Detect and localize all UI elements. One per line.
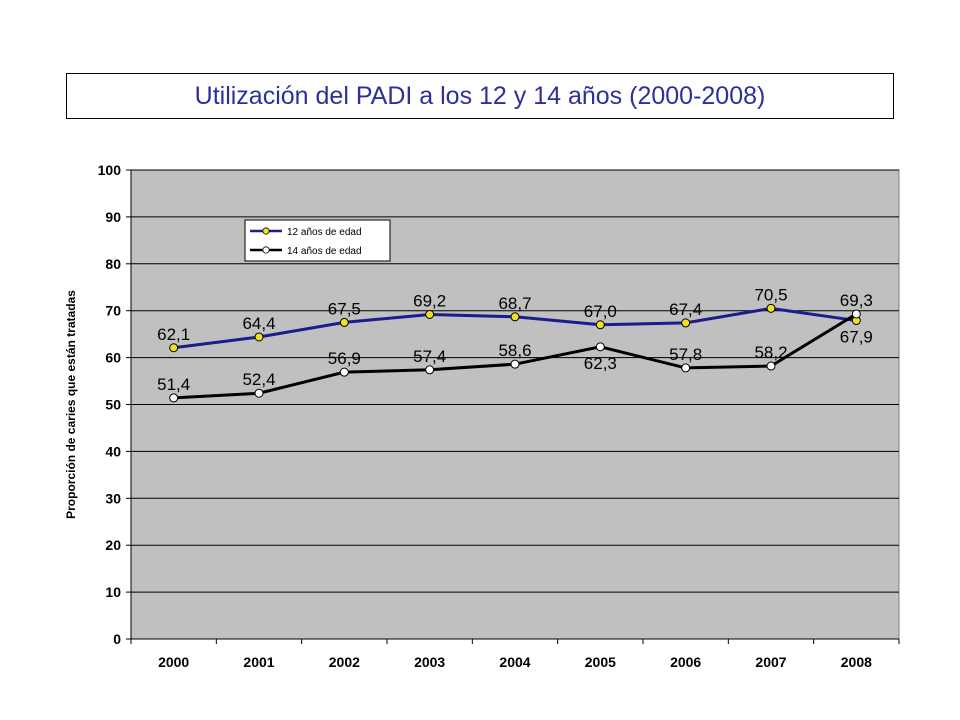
y-tick-label: 60 bbox=[105, 350, 121, 366]
y-tick-label: 90 bbox=[105, 209, 121, 225]
data-point bbox=[425, 365, 435, 375]
x-tick-label: 2003 bbox=[414, 654, 445, 670]
data-label: 57,4 bbox=[413, 347, 446, 366]
data-label: 56,9 bbox=[328, 349, 361, 368]
legend-marker bbox=[262, 227, 270, 235]
data-label: 62,1 bbox=[157, 325, 190, 344]
data-label: 70,5 bbox=[754, 285, 787, 304]
data-point bbox=[425, 309, 435, 319]
y-tick-label: 50 bbox=[105, 397, 121, 413]
data-label: 67,0 bbox=[584, 302, 617, 321]
series-12: 62,1 64,4 67,5 69,2 68,7 67,0 67,4 70,5 67,9 bbox=[157, 285, 873, 353]
x-tick-label: 2001 bbox=[243, 654, 274, 670]
x-tick-label: 2004 bbox=[499, 654, 530, 670]
y-tick-label: 30 bbox=[105, 490, 121, 506]
legend-label: 12 años de edad bbox=[287, 227, 362, 238]
legend-label: 14 años de edad bbox=[287, 246, 362, 257]
data-label: 62,3 bbox=[584, 354, 617, 373]
data-point bbox=[681, 318, 691, 328]
data-point bbox=[681, 363, 691, 373]
data-point bbox=[510, 312, 520, 322]
data-label: 58,2 bbox=[754, 343, 787, 362]
x-axis-ticks: 2000 2001 2002 2003 2004 2005 2006 2007 2008 bbox=[130, 170, 900, 670]
series-14: 51,4 52,4 56,9 57,4 58,6 62,3 57,8 58,2 69,3 bbox=[157, 291, 873, 403]
data-label: 69,2 bbox=[413, 291, 446, 310]
data-point bbox=[766, 361, 776, 371]
data-point bbox=[766, 303, 776, 313]
y-axis-label: Proporción de caries que están tratadas bbox=[64, 290, 78, 519]
x-tick-label: 2008 bbox=[841, 654, 872, 670]
data-point bbox=[595, 342, 605, 352]
data-point bbox=[851, 309, 861, 319]
data-label: 67,4 bbox=[669, 300, 702, 319]
data-point bbox=[595, 320, 605, 330]
x-tick-label: 2002 bbox=[329, 654, 360, 670]
legend-marker bbox=[262, 246, 270, 254]
series-group: 62,164,467,5 69,2 68,7 67,0 67,470,567,951,4… bbox=[157, 285, 873, 403]
y-tick-label: 20 bbox=[105, 537, 121, 553]
data-label: 67,5 bbox=[328, 299, 361, 318]
data-label: 57,8 bbox=[669, 345, 702, 364]
y-tick-label: 0 bbox=[113, 631, 121, 647]
legend-box bbox=[244, 219, 391, 262]
data-label: 58,6 bbox=[498, 341, 531, 360]
y-tick-label: 80 bbox=[105, 256, 121, 272]
x-tick-label: 2007 bbox=[755, 654, 786, 670]
x-tick-label: 2006 bbox=[670, 654, 701, 670]
data-label: 67,9 bbox=[840, 328, 873, 347]
y-tick-label: 10 bbox=[105, 584, 121, 600]
data-point bbox=[254, 388, 264, 398]
y-tick-label: 100 bbox=[98, 162, 122, 178]
data-point bbox=[169, 343, 179, 353]
y-tick-label: 70 bbox=[105, 303, 121, 319]
y-axis-ticks: 0 10 20 30 40 50 60 70 80 90 100 bbox=[98, 162, 131, 647]
data-label: 51,4 bbox=[157, 375, 190, 394]
data-point bbox=[254, 332, 264, 342]
data-point bbox=[339, 317, 349, 327]
legend: 12 años de edad 14 años de edad bbox=[244, 219, 391, 262]
data-label: 52,4 bbox=[242, 370, 275, 389]
data-point bbox=[339, 367, 349, 377]
chart-title: Utilización del PADI a los 12 y 14 años … bbox=[66, 73, 894, 119]
x-tick-label: 2005 bbox=[585, 654, 616, 670]
data-point bbox=[510, 359, 520, 369]
data-point bbox=[169, 393, 179, 403]
y-tick-label: 40 bbox=[105, 443, 121, 459]
x-tick-label: 2000 bbox=[158, 654, 189, 670]
data-label: 68,7 bbox=[498, 294, 531, 313]
data-label: 64,4 bbox=[242, 314, 275, 333]
data-label: 69,3 bbox=[840, 291, 873, 310]
